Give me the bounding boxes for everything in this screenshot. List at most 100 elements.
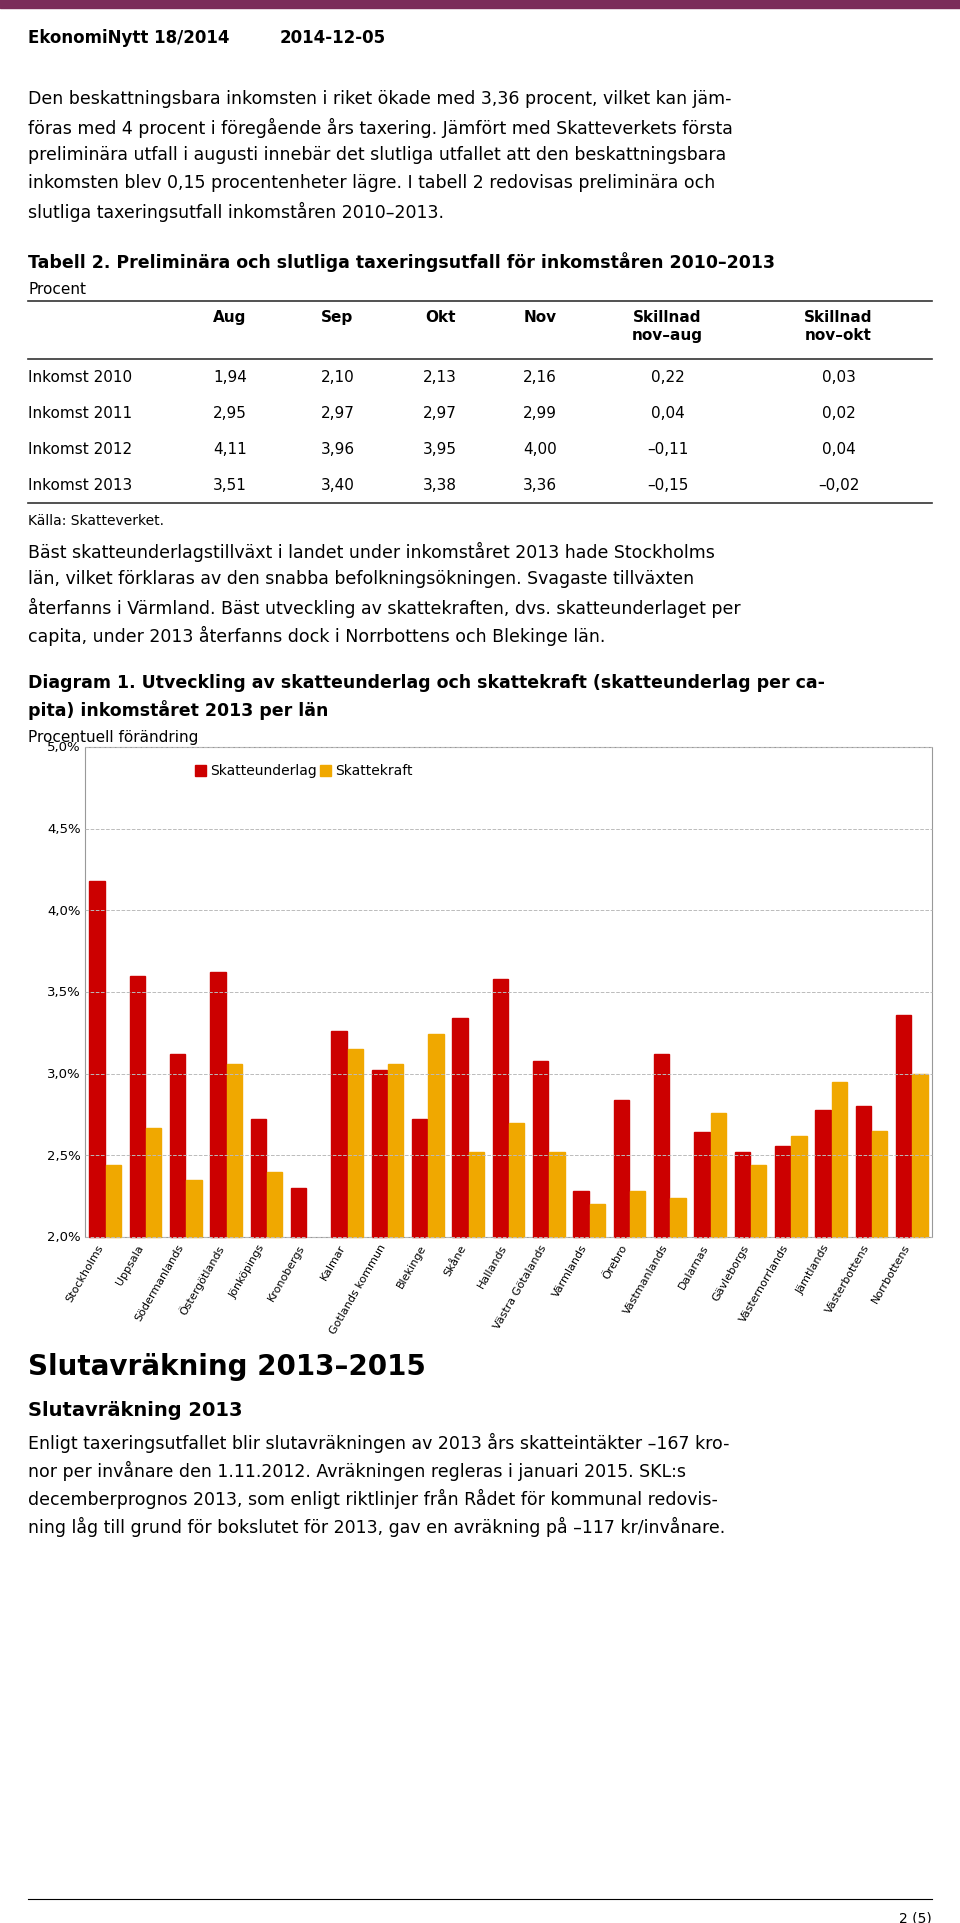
Text: 2,97: 2,97 [423,406,457,421]
Text: län, vilket förklaras av den snabba befolkningsökningen. Svagaste tillväxten: län, vilket förklaras av den snabba befo… [28,569,694,588]
Text: 4,0%: 4,0% [47,904,81,917]
Text: Jönköpings: Jönköpings [228,1242,267,1300]
Text: 2 (5): 2 (5) [900,1911,932,1923]
Bar [533,1061,548,1236]
Text: 5,0%: 5,0% [47,740,81,754]
Bar [509,1123,524,1236]
Bar [320,765,331,777]
Text: Skillnad: Skillnad [804,310,873,325]
Bar [613,1100,629,1236]
Bar [831,1083,847,1236]
Bar [267,1171,282,1236]
Bar [751,1165,766,1236]
Text: Källa: Skatteverket.: Källa: Skatteverket. [28,513,164,527]
Text: Sep: Sep [322,310,353,325]
Text: 2,97: 2,97 [321,406,354,421]
Text: inkomsten blev 0,15 procentenheter lägre. I tabell 2 redovisas preliminära och: inkomsten blev 0,15 procentenheter lägre… [28,173,715,192]
Text: Västra Götalands: Västra Götalands [492,1242,549,1331]
Text: Skatteunderlag: Skatteunderlag [210,763,317,779]
Bar [388,1063,403,1236]
Text: Jämtlands: Jämtlands [795,1242,831,1296]
Text: nov–aug: nov–aug [632,327,703,342]
Bar [872,1131,887,1236]
Text: nov–okt: nov–okt [805,327,872,342]
Bar [734,1152,750,1236]
Bar [186,1181,202,1236]
Text: Inkomst 2012: Inkomst 2012 [28,442,132,458]
Bar [210,973,226,1236]
Text: Kronobergs: Kronobergs [267,1242,307,1302]
Bar [896,1015,911,1236]
Text: 0,03: 0,03 [822,369,855,385]
Text: Procent: Procent [28,283,86,296]
Bar [468,1152,484,1236]
Text: 2,13: 2,13 [423,369,457,385]
Text: 4,11: 4,11 [213,442,247,458]
Bar [195,765,206,777]
Text: Den beskattningsbara inkomsten i riket ökade med 3,36 procent, vilket kan jäm-: Den beskattningsbara inkomsten i riket ö… [28,90,732,108]
Text: 0,22: 0,22 [651,369,684,385]
Bar [85,748,932,1236]
Text: 0,04: 0,04 [822,442,855,458]
Text: nor per invånare den 1.11.2012. Avräkningen regleras i januari 2015. SKL:s: nor per invånare den 1.11.2012. Avräknin… [28,1460,686,1481]
Text: Enligt taxeringsutfallet blir slutavräkningen av 2013 års skatteintäkter –167 kr: Enligt taxeringsutfallet blir slutavräkn… [28,1433,730,1452]
Bar [589,1204,605,1236]
Text: 2,10: 2,10 [321,369,354,385]
Bar [130,977,145,1236]
Text: 2,95: 2,95 [213,406,247,421]
Bar [0,0,960,10]
Text: –0,02: –0,02 [818,477,859,492]
Bar [89,881,105,1236]
Text: Slutavräkning 2013: Slutavräkning 2013 [28,1400,243,1419]
Bar [291,1188,306,1236]
Text: Västmanlands: Västmanlands [622,1242,670,1315]
Bar [573,1192,588,1236]
Bar [227,1063,242,1236]
Text: EkonomiNytt 18/2014: EkonomiNytt 18/2014 [28,29,229,46]
Text: Örebro: Örebro [602,1242,630,1281]
Bar [492,979,508,1236]
Bar [428,1035,444,1236]
Bar [348,1050,363,1236]
Text: Inkomst 2013: Inkomst 2013 [28,477,132,492]
Text: 2,16: 2,16 [523,369,557,385]
Text: Södermanlands: Södermanlands [133,1242,186,1323]
Text: Värmlands: Värmlands [551,1242,589,1298]
Text: 3,38: 3,38 [423,477,457,492]
Text: 3,5%: 3,5% [47,986,81,998]
Text: Skillnad: Skillnad [634,310,702,325]
Text: Gävleborgs: Gävleborgs [710,1242,751,1302]
Text: 2,5%: 2,5% [47,1150,81,1161]
Text: 3,36: 3,36 [523,477,557,492]
Text: Stockholms: Stockholms [64,1242,106,1304]
Text: 0,04: 0,04 [651,406,684,421]
Text: slutliga taxeringsutfall inkomståren 2010–2013.: slutliga taxeringsutfall inkomståren 201… [28,202,444,221]
Text: Blekinge: Blekinge [395,1242,428,1288]
Bar [412,1119,427,1236]
Text: Uppsala: Uppsala [114,1242,146,1286]
Text: Västernorrlands: Västernorrlands [738,1242,791,1323]
Bar [630,1192,645,1236]
Text: Östergötlands: Östergötlands [177,1242,227,1315]
Text: Slutavräkning 2013–2015: Slutavräkning 2013–2015 [28,1352,426,1381]
Text: ning låg till grund för bokslutet för 2013, gav en avräkning på –117 kr/invånare: ning låg till grund för bokslutet för 20… [28,1515,725,1536]
Text: 3,0%: 3,0% [47,1067,81,1081]
Text: capita, under 2013 återfanns dock i Norrbottens och Blekinge län.: capita, under 2013 återfanns dock i Norr… [28,625,606,646]
Text: 2014-12-05: 2014-12-05 [280,29,386,46]
Bar [170,1054,185,1236]
Bar [452,1019,468,1236]
Text: Dalarnas: Dalarnas [677,1242,710,1290]
Text: 2,99: 2,99 [523,406,557,421]
Bar [791,1136,806,1236]
Bar [106,1165,121,1236]
Text: pita) inkomståret 2013 per län: pita) inkomståret 2013 per län [28,700,328,719]
Text: Hallands: Hallands [475,1242,509,1288]
Text: Tabell 2. Preliminära och slutliga taxeringsutfall för inkomståren 2010–2013: Tabell 2. Preliminära och slutliga taxer… [28,252,775,271]
Text: Diagram 1. Utveckling av skatteunderlag och skattekraft (skatteunderlag per ca-: Diagram 1. Utveckling av skatteunderlag … [28,673,825,692]
Text: Kalmar: Kalmar [319,1242,348,1281]
Text: 3,40: 3,40 [321,477,354,492]
Text: decemberprognos 2013, som enligt riktlinjer från Rådet för kommunal redovis-: decemberprognos 2013, som enligt riktlin… [28,1488,718,1508]
Bar [710,1113,726,1236]
Text: 2,0%: 2,0% [47,1231,81,1244]
Text: 1,94: 1,94 [213,369,247,385]
